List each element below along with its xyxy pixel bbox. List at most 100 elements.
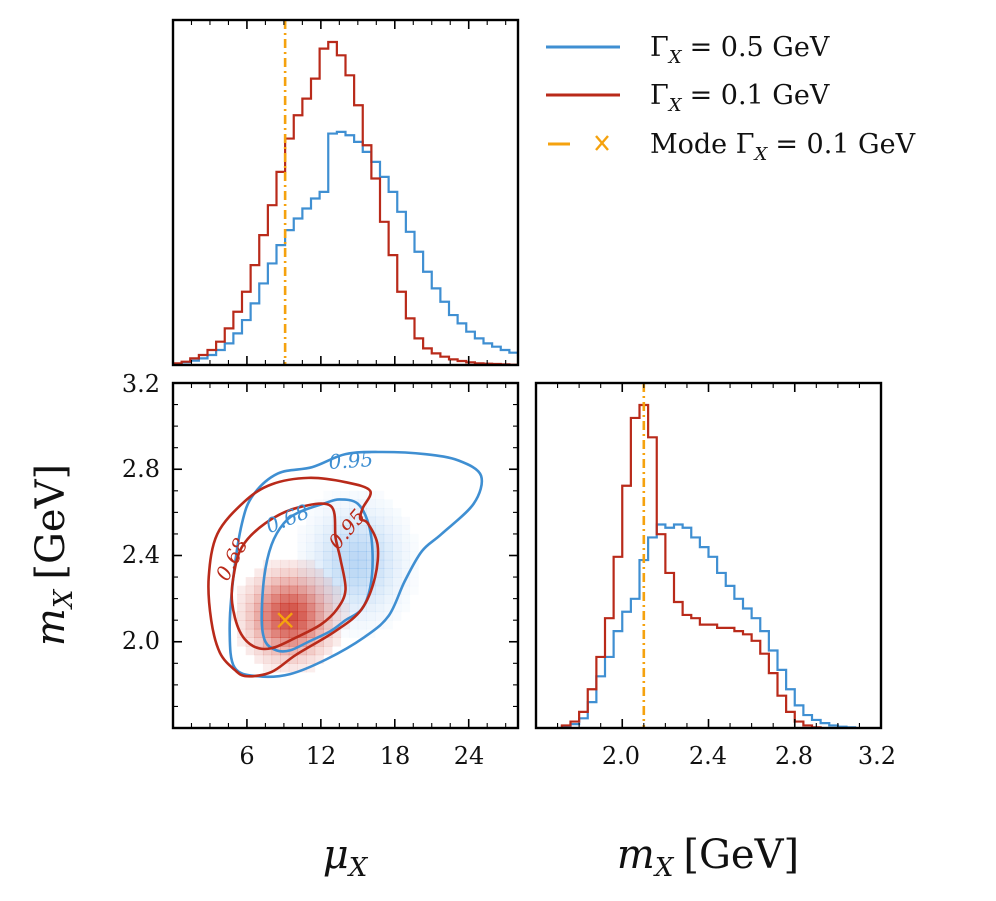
density-cell-blue xyxy=(314,516,324,526)
density-cell-blue xyxy=(357,620,367,630)
density-cell-red xyxy=(306,646,316,656)
density-cell-red xyxy=(306,620,316,630)
density-cell-red xyxy=(288,585,298,595)
density-cell-red xyxy=(340,611,350,621)
density-cell-blue xyxy=(409,533,419,544)
density-cell-red xyxy=(340,602,350,613)
density-cell-blue xyxy=(400,594,411,604)
density-cell-blue xyxy=(392,568,402,578)
density-cell-blue xyxy=(323,577,333,587)
density-cell-red xyxy=(262,585,273,595)
density-cell-blue xyxy=(349,559,359,569)
density-cell-blue xyxy=(323,611,333,621)
density-cell-red xyxy=(314,594,324,604)
density-cell-blue xyxy=(340,594,350,604)
density-cell-red xyxy=(271,559,281,569)
density-cell-red xyxy=(297,594,307,604)
density-cell-blue xyxy=(297,525,307,535)
density-cell-red xyxy=(245,620,255,630)
density-cell-blue xyxy=(340,542,350,552)
density-cell-blue xyxy=(375,516,385,526)
y-tick-label: 2.8 xyxy=(122,455,160,483)
density-cell-red xyxy=(271,585,281,595)
density-cell-blue xyxy=(375,577,385,587)
histogram-step-red xyxy=(173,40,518,365)
density-cell-blue xyxy=(314,525,324,535)
density-cell-blue xyxy=(331,551,342,561)
density-cell-blue xyxy=(383,585,393,595)
density-cell-blue xyxy=(383,542,393,552)
density-cell-blue xyxy=(392,551,402,561)
contour-label: 0.95 xyxy=(328,447,374,474)
density-cell-blue xyxy=(375,533,385,544)
density-cell-blue xyxy=(383,568,393,578)
density-cell-blue xyxy=(409,551,419,561)
density-cell-blue xyxy=(340,602,350,613)
density-cell-red xyxy=(288,568,298,578)
density-cell-red xyxy=(237,611,247,621)
mu-marginal-panel xyxy=(173,20,518,365)
density-cell-blue xyxy=(323,533,333,544)
density-cell-red xyxy=(314,577,324,587)
density-cell-blue xyxy=(323,491,332,500)
density-cell-blue xyxy=(392,525,402,535)
density-cell-red xyxy=(288,594,298,604)
density-cell-red xyxy=(280,628,290,638)
density-cell-blue xyxy=(366,499,376,509)
density-cell-red xyxy=(262,628,273,638)
density-cell-red xyxy=(323,637,333,647)
density-cell-blue xyxy=(366,551,376,561)
y-tick-label: 3.2 xyxy=(122,370,160,398)
density-cell-blue xyxy=(401,603,410,612)
legend-cross-mode xyxy=(595,135,609,151)
density-cell-blue xyxy=(323,551,333,561)
density-cell-blue xyxy=(392,508,402,518)
density-cell-blue xyxy=(323,516,333,526)
density-cell-blue xyxy=(383,551,393,561)
density-cell-blue xyxy=(366,602,376,613)
density-cell-blue xyxy=(400,542,411,552)
density-cell-red xyxy=(306,594,316,604)
density-cell-blue xyxy=(331,490,342,500)
density-cell-blue xyxy=(349,585,359,595)
density-cell-blue xyxy=(392,559,402,569)
density-cell-blue xyxy=(357,577,367,587)
density-cell-blue xyxy=(314,542,324,552)
density-cell-red xyxy=(280,602,290,613)
density-cell-blue xyxy=(340,516,350,526)
density-cell-red xyxy=(331,585,342,595)
density-cell-red xyxy=(280,559,290,569)
density-cell-red xyxy=(254,620,264,630)
density-cell-red xyxy=(314,568,324,578)
density-cell-red xyxy=(306,577,316,587)
density-cell-blue xyxy=(314,559,324,569)
density-cell-red xyxy=(280,585,290,595)
density-cell-blue xyxy=(314,508,324,518)
density-cell-red xyxy=(245,594,255,604)
density-cell-red xyxy=(271,654,281,664)
density-cell-red xyxy=(254,602,264,613)
contour-blue-095 xyxy=(228,450,484,679)
density-cell-blue xyxy=(331,585,342,595)
density-cell-blue xyxy=(349,499,359,509)
density-cell-blue xyxy=(410,586,419,595)
density-cell-red xyxy=(262,611,273,621)
density-cell-red xyxy=(280,611,290,621)
y-axis-label: mX[GeV] xyxy=(28,464,79,646)
density-cell-red xyxy=(288,577,298,587)
density-cell-blue xyxy=(331,602,342,613)
density-cell-blue xyxy=(400,533,411,544)
contour-red-068 xyxy=(230,502,347,651)
density-cell-red xyxy=(288,637,298,647)
density-cell-blue xyxy=(392,516,402,526)
axis-ticks xyxy=(173,20,882,728)
density-cell-blue xyxy=(375,602,385,613)
density-cell-red xyxy=(262,602,273,613)
density-cell-blue xyxy=(323,585,333,595)
density-cell-red xyxy=(297,611,307,621)
density-cell-red xyxy=(297,654,307,664)
y-tick-label: 2.0 xyxy=(122,627,160,655)
density-cell-blue xyxy=(306,568,316,578)
density-cell-blue xyxy=(349,551,359,561)
density-cell-blue xyxy=(400,525,411,535)
